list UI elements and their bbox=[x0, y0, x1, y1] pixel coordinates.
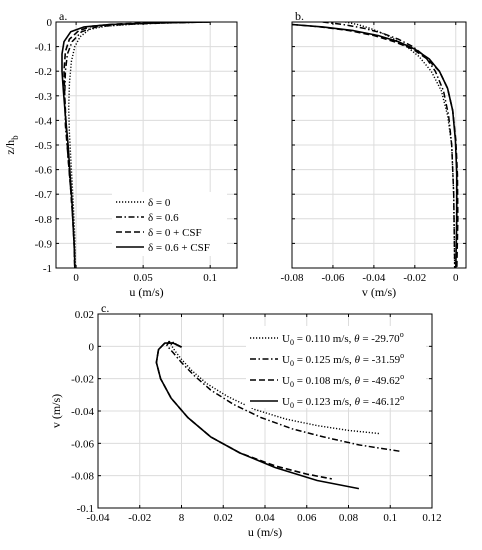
series-line-4 bbox=[292, 23, 458, 268]
panel-label: b. bbox=[295, 9, 304, 23]
y-axis-label-sub: b bbox=[10, 135, 20, 140]
y-tick-label: -0.06 bbox=[71, 438, 94, 450]
legend-label: U0 = 0.123 m/s, θ = -46.12o bbox=[282, 393, 404, 410]
x-tick-label: 0.05 bbox=[134, 272, 154, 284]
y-tick-label: -0.2 bbox=[35, 66, 52, 78]
y-tick-label: -0.02 bbox=[71, 374, 94, 386]
y-axis-label: v (m/s) bbox=[49, 394, 63, 428]
legend-label: δ = 0.6 + CSF bbox=[148, 242, 210, 254]
x-tick-label: -0.04 bbox=[362, 272, 385, 284]
y-tick-label: -0.9 bbox=[35, 238, 53, 250]
x-tick-label: 0 bbox=[453, 272, 459, 284]
x-tick-label: -0.02 bbox=[128, 512, 151, 524]
x-tick-label: 0.1 bbox=[203, 272, 217, 284]
y-tick-label: 0 bbox=[47, 17, 53, 29]
panel-3: -0.04 -0.02 8 0.02 0.04 0.06 0.08 0.1 0.12 0.02 0 -… bbox=[49, 301, 442, 539]
x-axis-label: u (m/s) bbox=[129, 285, 163, 299]
series-line-4 bbox=[61, 22, 211, 268]
panel-label: c. bbox=[101, 301, 109, 315]
y-tick-label: -0.04 bbox=[71, 406, 94, 418]
y-axis-label: z/hb bbox=[3, 135, 20, 155]
x-tick-label: 0.06 bbox=[297, 512, 317, 524]
series-line-4 bbox=[155, 342, 360, 490]
y-tick-label: -0.1 bbox=[77, 503, 94, 515]
x-tick-label: 0.04 bbox=[255, 512, 275, 524]
x-tick-label: 0 bbox=[73, 272, 79, 284]
legend-label: U0 = 0.108 m/s, θ = -49.62o bbox=[282, 372, 404, 389]
y-tick-label: -0.5 bbox=[35, 140, 53, 152]
y-tick-label: -0.1 bbox=[35, 42, 52, 54]
x-tick-label: 0.02 bbox=[214, 512, 233, 524]
legend-label: δ = 0 + CSF bbox=[148, 227, 202, 239]
y-tick-label: -0.4 bbox=[35, 115, 53, 127]
x-tick-label: -0.06 bbox=[321, 272, 344, 284]
y-tick-label: -0.08 bbox=[71, 471, 94, 483]
x-tick-label: 0.12 bbox=[422, 512, 441, 524]
legend-label: δ = 0 bbox=[148, 197, 171, 209]
y-tick-label: -0.7 bbox=[35, 189, 53, 201]
x-tick-label: -0.04 bbox=[87, 512, 110, 524]
panel-1: 0 0.05 0.1 0 -0.1 -0.2 -0.3 -0.4 -0.5 -0.6 -0.7 -0.… bbox=[3, 9, 238, 299]
legend-box bbox=[246, 326, 426, 408]
legend-label: δ = 0.6 bbox=[148, 212, 179, 224]
series-line-3 bbox=[292, 23, 459, 268]
series-line-2 bbox=[63, 22, 211, 268]
x-tick-label: 8 bbox=[179, 512, 185, 524]
x-axis-label: v (m/s) bbox=[362, 285, 396, 299]
panel-2: -0.08 -0.06 -0.04 -0.02 0 b. v (m/s) bbox=[281, 9, 467, 299]
y-tick-label: -0.3 bbox=[35, 91, 53, 103]
series-line-2 bbox=[166, 340, 401, 453]
x-tick-label: 0.1 bbox=[383, 512, 397, 524]
panel-label: a. bbox=[59, 9, 67, 23]
y-tick-label: -0.8 bbox=[35, 214, 53, 226]
y-tick-label: 0.02 bbox=[75, 309, 94, 321]
y-tick-label: -0.6 bbox=[35, 165, 53, 177]
x-tick-label: -0.08 bbox=[281, 272, 304, 284]
legend-label: U0 = 0.125 m/s, θ = -31.59o bbox=[282, 351, 404, 368]
x-tick-label: 0.08 bbox=[339, 512, 359, 524]
legend-label: U0 = 0.110 m/s, θ = -29.70o bbox=[282, 330, 404, 347]
y-tick-label: -1 bbox=[43, 263, 52, 275]
x-tick-label: -0.02 bbox=[403, 272, 426, 284]
y-tick-label: 0 bbox=[89, 341, 95, 353]
y-axis-label-main: z/h bbox=[3, 140, 17, 155]
x-axis-label: u (m/s) bbox=[248, 525, 282, 539]
